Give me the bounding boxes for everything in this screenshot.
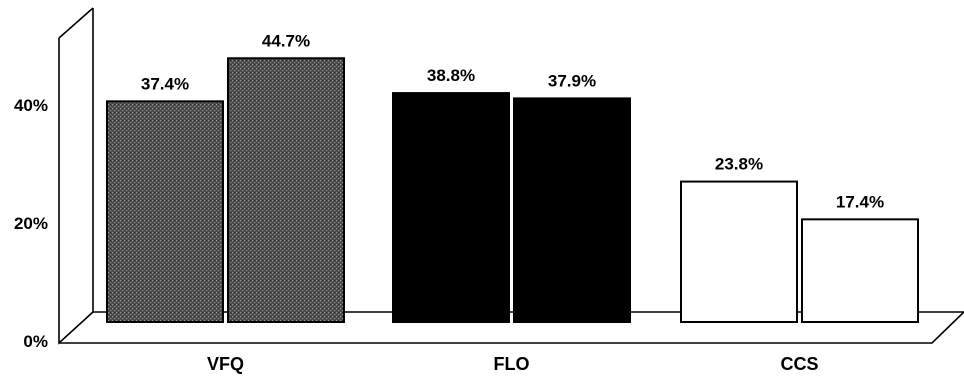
bar-vfq-2 [227,57,345,324]
data-label: 44.7% [262,31,310,50]
data-label: 17.4% [836,192,884,211]
data-label: 37.4% [141,74,189,93]
data-labels: 37.4% 44.7% 38.8% 37.9% 23.8% 17.4% [141,31,884,211]
data-label: 38.8% [427,66,475,85]
x-tick-label-flo: FLO [494,354,530,374]
y-axis: 0% 20% 40% [14,96,48,351]
x-tick-label-vfq: VFQ [207,354,244,374]
bar-ccs-2 [801,218,919,323]
x-axis: VFQ FLO CCS [207,354,819,374]
floor-front [59,311,964,344]
left-wall [58,7,94,345]
bar-vfq-1 [106,100,224,323]
bar-flo-1 [392,92,510,323]
y-tick-label: 20% [14,214,48,233]
y-tick-label: 40% [14,96,48,115]
data-label: 37.9% [548,71,596,90]
chart-frame [58,7,964,345]
bar-ccs-1 [680,180,798,323]
x-tick-label-ccs: CCS [780,354,818,374]
bar-flo-2 [513,97,631,323]
bars [106,57,919,324]
y-tick-label: 0% [23,332,48,351]
data-label: 23.8% [715,155,763,174]
